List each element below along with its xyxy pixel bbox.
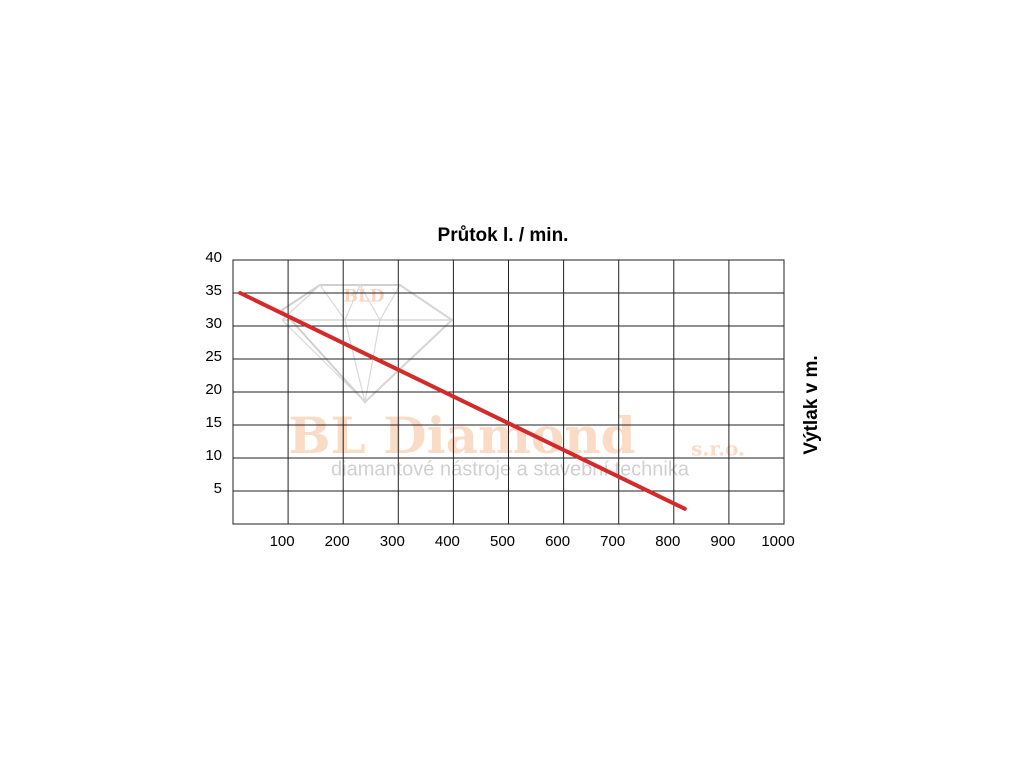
diamond-outline xyxy=(280,284,454,404)
watermark: BLD BL Diamond s.r.o. diamantové nástroj… xyxy=(280,283,745,480)
x-tick-label: 800 xyxy=(655,533,680,550)
watermark-name: BL Diamond xyxy=(288,406,635,465)
x-tick-label: 400 xyxy=(435,533,460,550)
x-tick-label: 900 xyxy=(710,533,735,550)
diamond-facet xyxy=(281,283,453,322)
y-tick-label: 40 xyxy=(205,249,222,266)
y-tick-label: 25 xyxy=(205,348,222,365)
y-tick-label: 5 xyxy=(214,480,222,497)
watermark-tagline: diamantové nástroje a stavební technika xyxy=(331,458,690,480)
diamond-facet xyxy=(281,319,453,404)
y-tick-label: 30 xyxy=(205,315,222,332)
line xyxy=(238,291,687,511)
watermark-suffix: s.r.o. xyxy=(691,437,745,461)
x-tick-label: 100 xyxy=(270,533,295,550)
chart-title: Průtok l. / min. xyxy=(438,225,569,246)
watermark-logo: BLD xyxy=(343,287,384,307)
x-tick-label: 700 xyxy=(600,533,625,550)
y-tick-label: 35 xyxy=(205,282,222,299)
x-tick-label: 500 xyxy=(490,533,515,550)
y-tick-label: 20 xyxy=(205,381,222,398)
x-tick-label: 600 xyxy=(545,533,570,550)
y-axis-label: Výtlak v m. xyxy=(801,355,822,454)
y-tick-label: 15 xyxy=(205,414,222,431)
x-tick-label: 1000 xyxy=(761,533,794,550)
x-tick-label: 200 xyxy=(325,533,350,550)
x-tick-label: 300 xyxy=(380,533,405,550)
y-tick-label: 10 xyxy=(205,447,222,464)
